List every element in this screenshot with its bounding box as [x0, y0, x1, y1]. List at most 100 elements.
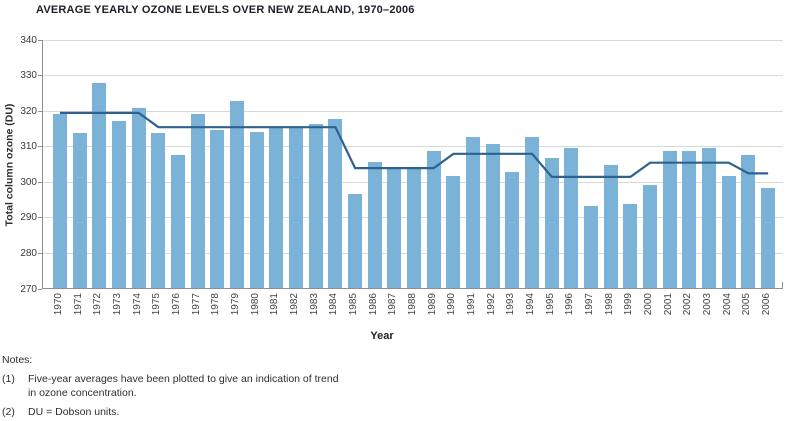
- bar-2005: [741, 154, 756, 288]
- x-tick-label-1987: 1987: [387, 293, 399, 316]
- x-tick-label-1999: 1999: [623, 293, 635, 316]
- y-tick-270: [38, 288, 42, 290]
- y-tick-320: [38, 110, 42, 112]
- notes: Notes: (1) Five-year averages have been p…: [2, 353, 339, 419]
- bar-1991: [466, 136, 481, 288]
- bar-2004: [721, 175, 736, 288]
- x-tick-label-1985: 1985: [348, 293, 360, 316]
- bar-1976: [171, 154, 186, 288]
- bar-1977: [190, 113, 205, 288]
- bar-1970: [53, 113, 67, 288]
- x-tick-label-1982: 1982: [289, 293, 301, 316]
- x-tick-label-1975: 1975: [151, 293, 163, 316]
- bar-1992: [485, 143, 500, 288]
- bar-1972: [92, 83, 107, 288]
- x-tick-label-1983: 1983: [308, 293, 320, 316]
- x-tick-label-1990: 1990: [446, 293, 458, 316]
- bar-1981: [269, 127, 284, 288]
- bar-1993: [505, 172, 520, 288]
- bar-2001: [662, 151, 677, 288]
- bar-1994: [525, 136, 540, 288]
- bar-1989: [426, 151, 441, 288]
- bar-2000: [643, 184, 658, 288]
- x-tick-label-1972: 1972: [92, 293, 104, 316]
- note-line: Five-year averages have been plotted to …: [28, 373, 339, 385]
- note-marker-2: (2): [2, 406, 15, 418]
- x-tick-label-1994: 1994: [525, 293, 537, 316]
- five-year-average-trend-line: [60, 111, 769, 178]
- gridline-330: [43, 75, 783, 77]
- x-tick-label-1989: 1989: [426, 293, 438, 316]
- bar-1973: [112, 120, 126, 288]
- x-tick-label-2004: 2004: [721, 293, 733, 316]
- bar-1978: [210, 129, 225, 288]
- y-tick-310: [38, 146, 42, 148]
- x-tick-label-2002: 2002: [682, 293, 694, 316]
- x-tick-label-1981: 1981: [269, 293, 281, 316]
- note-text-2: DU = Dobson units.: [28, 405, 119, 419]
- x-tick-label-1971: 1971: [72, 293, 84, 316]
- bar-1990: [446, 175, 461, 288]
- plot-area: [38, 39, 783, 290]
- bar-1988: [407, 167, 422, 288]
- x-tick-label-1974: 1974: [131, 293, 143, 316]
- bar-1986: [367, 161, 382, 288]
- y-tick-label-330: 330: [20, 70, 37, 82]
- chart-title: AVERAGE YEARLY OZONE LEVELS OVER NEW ZEA…: [36, 4, 415, 16]
- x-axis-title: Year: [370, 330, 394, 342]
- gridline-310: [43, 146, 783, 148]
- x-tick-label-1980: 1980: [249, 293, 261, 316]
- bar-1982: [289, 127, 304, 288]
- y-tick-label-270: 270: [20, 283, 37, 295]
- x-tick-label-1970: 1970: [53, 293, 64, 316]
- x-tick-label-1976: 1976: [171, 293, 183, 316]
- bar-1974: [131, 108, 146, 288]
- x-axis-tick-labels: 1970 1971 1972 1973 1974 1975 1976 1977 1978 1979…: [42, 290, 783, 326]
- gridline-320: [43, 110, 783, 112]
- y-tick-label-310: 310: [20, 141, 37, 153]
- y-axis-tick-labels: 270 280 290 300 310 320 330 340: [0, 35, 37, 295]
- note-line: in ozone concentration.: [28, 387, 137, 399]
- y-tick-300: [38, 181, 42, 183]
- x-tick-label-2005: 2005: [741, 293, 753, 316]
- x-tick-label-2001: 2001: [662, 293, 674, 316]
- x-tick-label-2000: 2000: [643, 293, 655, 316]
- trend-polyline: [60, 111, 769, 178]
- note-text-1: Five-year averages have been plotted to …: [28, 372, 339, 400]
- bar-1996: [564, 147, 579, 288]
- y-tick-290: [38, 217, 42, 219]
- bar-1999: [623, 204, 638, 288]
- x-tick-label-1992: 1992: [485, 293, 497, 316]
- x-tick-label-1995: 1995: [544, 293, 556, 316]
- x-tick-label-1993: 1993: [505, 293, 517, 316]
- x-axis-right-endcap: [782, 282, 783, 288]
- x-tick-label-1991: 1991: [466, 293, 478, 316]
- x-tick-label-1979: 1979: [230, 293, 242, 316]
- y-tick-label-280: 280: [20, 247, 37, 259]
- x-tick-label-1986: 1986: [367, 293, 379, 316]
- x-tick-label-2003: 2003: [702, 293, 714, 316]
- notes-heading: Notes:: [2, 354, 33, 366]
- bar-1984: [328, 119, 343, 288]
- bar-1998: [603, 165, 618, 288]
- bar-1985: [348, 193, 363, 288]
- x-tick-label-1998: 1998: [603, 293, 615, 316]
- bar-1979: [230, 101, 245, 288]
- bar-1983: [308, 124, 323, 288]
- y-tick-label-290: 290: [20, 212, 37, 224]
- note-line: DU = Dobson units.: [28, 406, 120, 418]
- bar-2002: [682, 151, 697, 288]
- x-tick-label-1996: 1996: [564, 293, 576, 316]
- bar-2003: [702, 147, 717, 288]
- y-tick-label-320: 320: [20, 105, 37, 117]
- bar-1987: [387, 167, 402, 288]
- bar-1997: [584, 206, 599, 288]
- y-tick-label-340: 340: [20, 34, 37, 46]
- x-tick-label-1984: 1984: [328, 293, 340, 316]
- notes-list: (1) Five-year averages have been plotted …: [2, 372, 339, 419]
- x-tick-label-2006: 2006: [761, 293, 773, 316]
- note-item-2: (2) DU = Dobson units.: [2, 405, 339, 419]
- note-marker-1: (1): [2, 373, 15, 385]
